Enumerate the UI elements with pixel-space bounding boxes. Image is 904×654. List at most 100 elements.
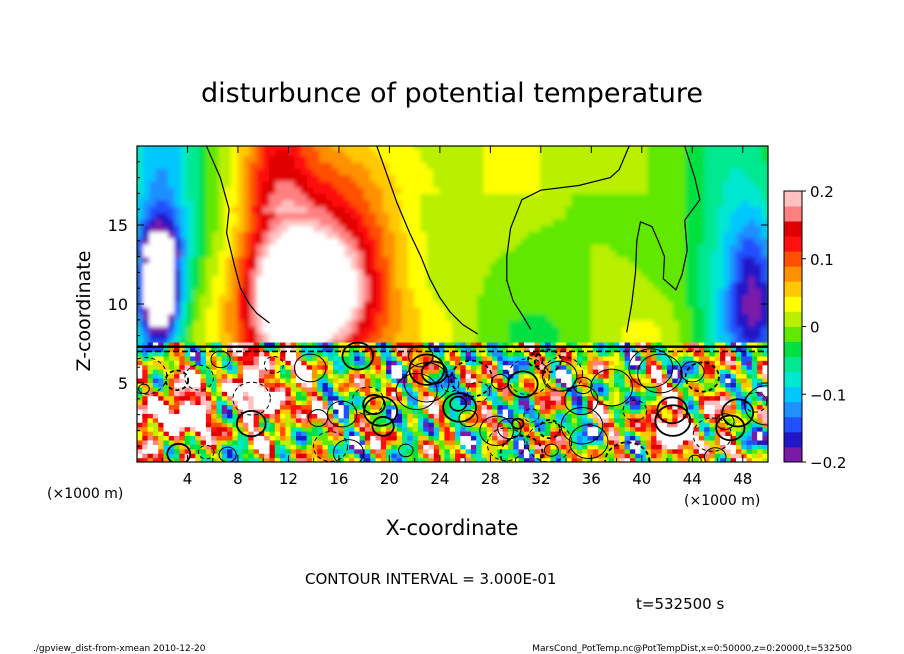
x-tick-label: 20 — [380, 470, 399, 488]
contour-line — [440, 375, 460, 393]
footer-left: ./gpview_dist-from-xmean 2010-12-20 — [33, 644, 206, 654]
colorbar-labels: 0.2 0.1 0 −0.1 −0.2 — [802, 183, 846, 472]
contour-line — [715, 414, 746, 442]
contour-line — [376, 146, 479, 335]
contour-line — [479, 415, 514, 447]
contour-line — [341, 341, 375, 371]
contour-line — [449, 395, 468, 412]
contour-line — [507, 358, 550, 396]
contour-line — [326, 400, 358, 428]
contour-line — [692, 417, 732, 452]
x-axis-label: X-coordinate — [386, 516, 519, 540]
contour-line — [164, 369, 190, 392]
contour-line — [703, 447, 727, 462]
contour-line — [138, 383, 150, 394]
x-tick-label: 16 — [329, 470, 348, 488]
contour-line — [184, 364, 215, 391]
contour-line — [560, 407, 604, 445]
contour-line — [232, 381, 271, 416]
contour-line — [626, 146, 701, 333]
x-tick-label: 44 — [683, 470, 702, 488]
contour-line — [197, 444, 215, 460]
contour-line — [743, 391, 768, 413]
contour-line — [403, 362, 450, 403]
contour-line — [542, 360, 578, 392]
colorbar-swatch — [784, 236, 802, 252]
contour-line — [526, 352, 544, 368]
contour-line — [637, 353, 683, 394]
x-tick-label: 28 — [481, 470, 500, 488]
contour-line — [235, 409, 267, 438]
contour-line — [263, 355, 284, 374]
y-axis-ticks: 5 10 15 — [108, 161, 768, 447]
colorbar-swatch — [784, 431, 802, 448]
contour-interval: CONTOUR INTERVAL = 3.000E-01 — [305, 570, 556, 588]
colorbar-swatch — [784, 371, 802, 388]
x-tick-label: 32 — [531, 470, 550, 488]
colorbar-swatch — [784, 446, 802, 463]
contour-line — [293, 353, 327, 383]
footer-right: MarsCond_PotTemp.nc@PotTempDist,x=0:5000… — [532, 644, 852, 654]
contour-line — [506, 146, 630, 330]
contour-line — [371, 416, 395, 437]
contour-line — [628, 348, 674, 388]
chart-title: disturbunce of potential temperature — [201, 78, 703, 109]
contour-line — [568, 424, 609, 460]
x-unit-right: (×1000 m) — [684, 493, 760, 509]
colorbar-swatch — [784, 296, 802, 312]
contour-line — [166, 442, 192, 462]
colorbar-swatch — [784, 416, 802, 433]
x-tick-label: 4 — [183, 470, 193, 488]
contour-line — [408, 353, 445, 386]
heatmap-field — [137, 146, 768, 462]
x-axis-ticks: 4 8 12 16 20 24 28 32 36 40 44 48 — [161, 146, 752, 488]
contour-line — [486, 427, 526, 462]
colorbar-swatch — [784, 356, 802, 373]
colorbar-swatch — [784, 401, 802, 418]
contour-line — [466, 381, 491, 403]
colorbar-swatch — [784, 281, 802, 297]
contour-line — [491, 373, 510, 390]
contour-line — [622, 399, 648, 422]
contour-line — [526, 422, 573, 462]
y-axis-label: Z-coordinate — [73, 251, 95, 372]
contour-line — [332, 439, 365, 462]
x-tick-label: 40 — [632, 470, 651, 488]
contour-line — [210, 350, 231, 369]
colorbar-swatch — [784, 341, 802, 358]
contour-line — [395, 372, 438, 411]
contour-line — [205, 146, 270, 324]
contour-line — [499, 434, 544, 462]
contour-line — [654, 404, 692, 437]
time-label: t=532500 s — [636, 595, 724, 613]
colorbar-label: 0 — [810, 319, 820, 337]
contour-line — [538, 419, 561, 440]
x-tick-label: 12 — [279, 470, 298, 488]
x-tick-label: 48 — [733, 470, 752, 488]
contour-line — [688, 454, 702, 462]
contour-line — [363, 395, 399, 427]
contour-line — [398, 443, 414, 458]
colorbar-label: 0.1 — [810, 251, 834, 269]
contour-lines — [137, 146, 768, 462]
contour-line — [511, 417, 525, 430]
x-unit-left: (×1000 m) — [47, 486, 123, 502]
contour-line — [351, 386, 385, 416]
upper-layer — [137, 146, 768, 346]
lower-layer — [137, 342, 768, 462]
y-tick-label: 5 — [118, 374, 128, 393]
contour-line — [656, 396, 689, 425]
x-tick-label: 8 — [233, 470, 243, 488]
contour-line — [307, 409, 329, 427]
colorbar-swatch — [784, 206, 802, 222]
contour-line — [218, 446, 237, 462]
contour-line — [564, 384, 599, 416]
x-tick-label: 36 — [582, 470, 601, 488]
colorbar-swatch — [784, 221, 802, 237]
y-tick-label: 10 — [108, 295, 128, 314]
colorbar-label: −0.1 — [810, 386, 846, 404]
colorbar-swatch — [784, 326, 802, 342]
colorbar-swatch — [784, 386, 802, 403]
colorbar-label: 0.2 — [810, 183, 834, 201]
contour-line — [721, 398, 755, 428]
